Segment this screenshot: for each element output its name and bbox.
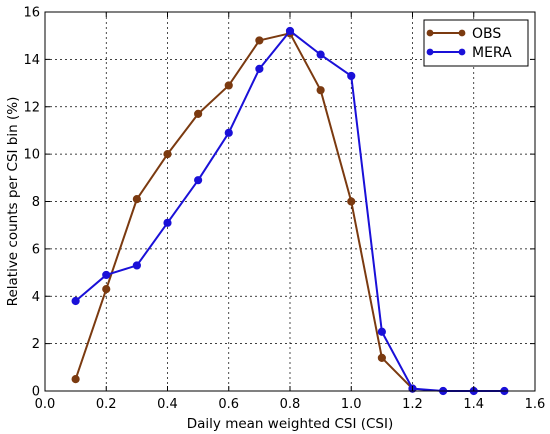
data-point-mera: [102, 270, 111, 280]
series-obs: [71, 29, 417, 393]
data-point-mera: [224, 128, 233, 137]
legend-label-mera: MERA: [472, 45, 512, 61]
legend-label-obs: OBS: [472, 26, 501, 42]
x-tick-label: 1.4: [463, 397, 484, 412]
y-tick-label: 2: [32, 337, 40, 352]
x-tick-label: 1.2: [402, 397, 423, 412]
x-axis-label: Daily mean weighted CSI (CSI): [187, 416, 394, 432]
y-tick-label: 14: [23, 53, 40, 68]
x-tick-label: 0.4: [157, 397, 178, 412]
data-point-mera: [132, 261, 141, 270]
legend: OBS MERA: [423, 19, 529, 67]
y-tick-label: 16: [23, 6, 40, 21]
data-point-mera: [377, 327, 386, 336]
data-point-mera: [285, 26, 295, 36]
data-point-mera: [71, 296, 80, 306]
y-tick-label: 12: [23, 100, 40, 115]
data-point-mera: [163, 218, 172, 227]
legend-marker-obs: [458, 29, 466, 37]
x-tick-label: 1.6: [525, 397, 546, 412]
legend-marker-obs: [426, 29, 434, 37]
data-point-obs: [377, 353, 386, 362]
data-point-obs: [255, 36, 264, 45]
y-tick-label: 0: [32, 385, 40, 400]
data-point-obs: [132, 195, 141, 204]
legend-box: [423, 19, 529, 67]
data-point-obs: [316, 86, 325, 95]
data-point-mera: [316, 50, 325, 59]
data-point-mera: [255, 64, 264, 73]
data-point-obs: [194, 109, 203, 118]
data-point-obs: [102, 285, 111, 294]
y-tick-label: 6: [32, 242, 40, 257]
series-layer: [71, 26, 509, 396]
y-tick-label: 10: [23, 148, 40, 163]
x-tick-label: 1.0: [341, 397, 362, 412]
data-point-obs: [71, 375, 80, 384]
data-point-mera: [194, 176, 203, 185]
y-tick-label: 4: [32, 290, 40, 305]
x-tick-label: 0.0: [35, 397, 56, 412]
series-line-obs: [74, 32, 414, 390]
x-tick-label: 0.6: [218, 397, 239, 412]
y-tick-label: 8: [32, 195, 40, 210]
x-tick-label: 0.2: [96, 397, 117, 412]
ticks: 0.0 0.2 0.4 0.6 0.8 1.0 1.2 1.4 1.6 0 2 4 6 8 10 12 14 16: [23, 6, 545, 413]
data-point-obs: [224, 81, 233, 90]
data-point-mera: [347, 71, 356, 81]
legend-marker-mera: [426, 48, 434, 56]
grid: [45, 12, 535, 391]
y-axis-label: Relative counts per CSI bin (%): [5, 97, 21, 307]
data-point-obs: [163, 150, 172, 159]
data-point-obs: [347, 197, 356, 206]
x-tick-label: 0.8: [280, 397, 301, 412]
legend-marker-mera: [458, 48, 466, 56]
